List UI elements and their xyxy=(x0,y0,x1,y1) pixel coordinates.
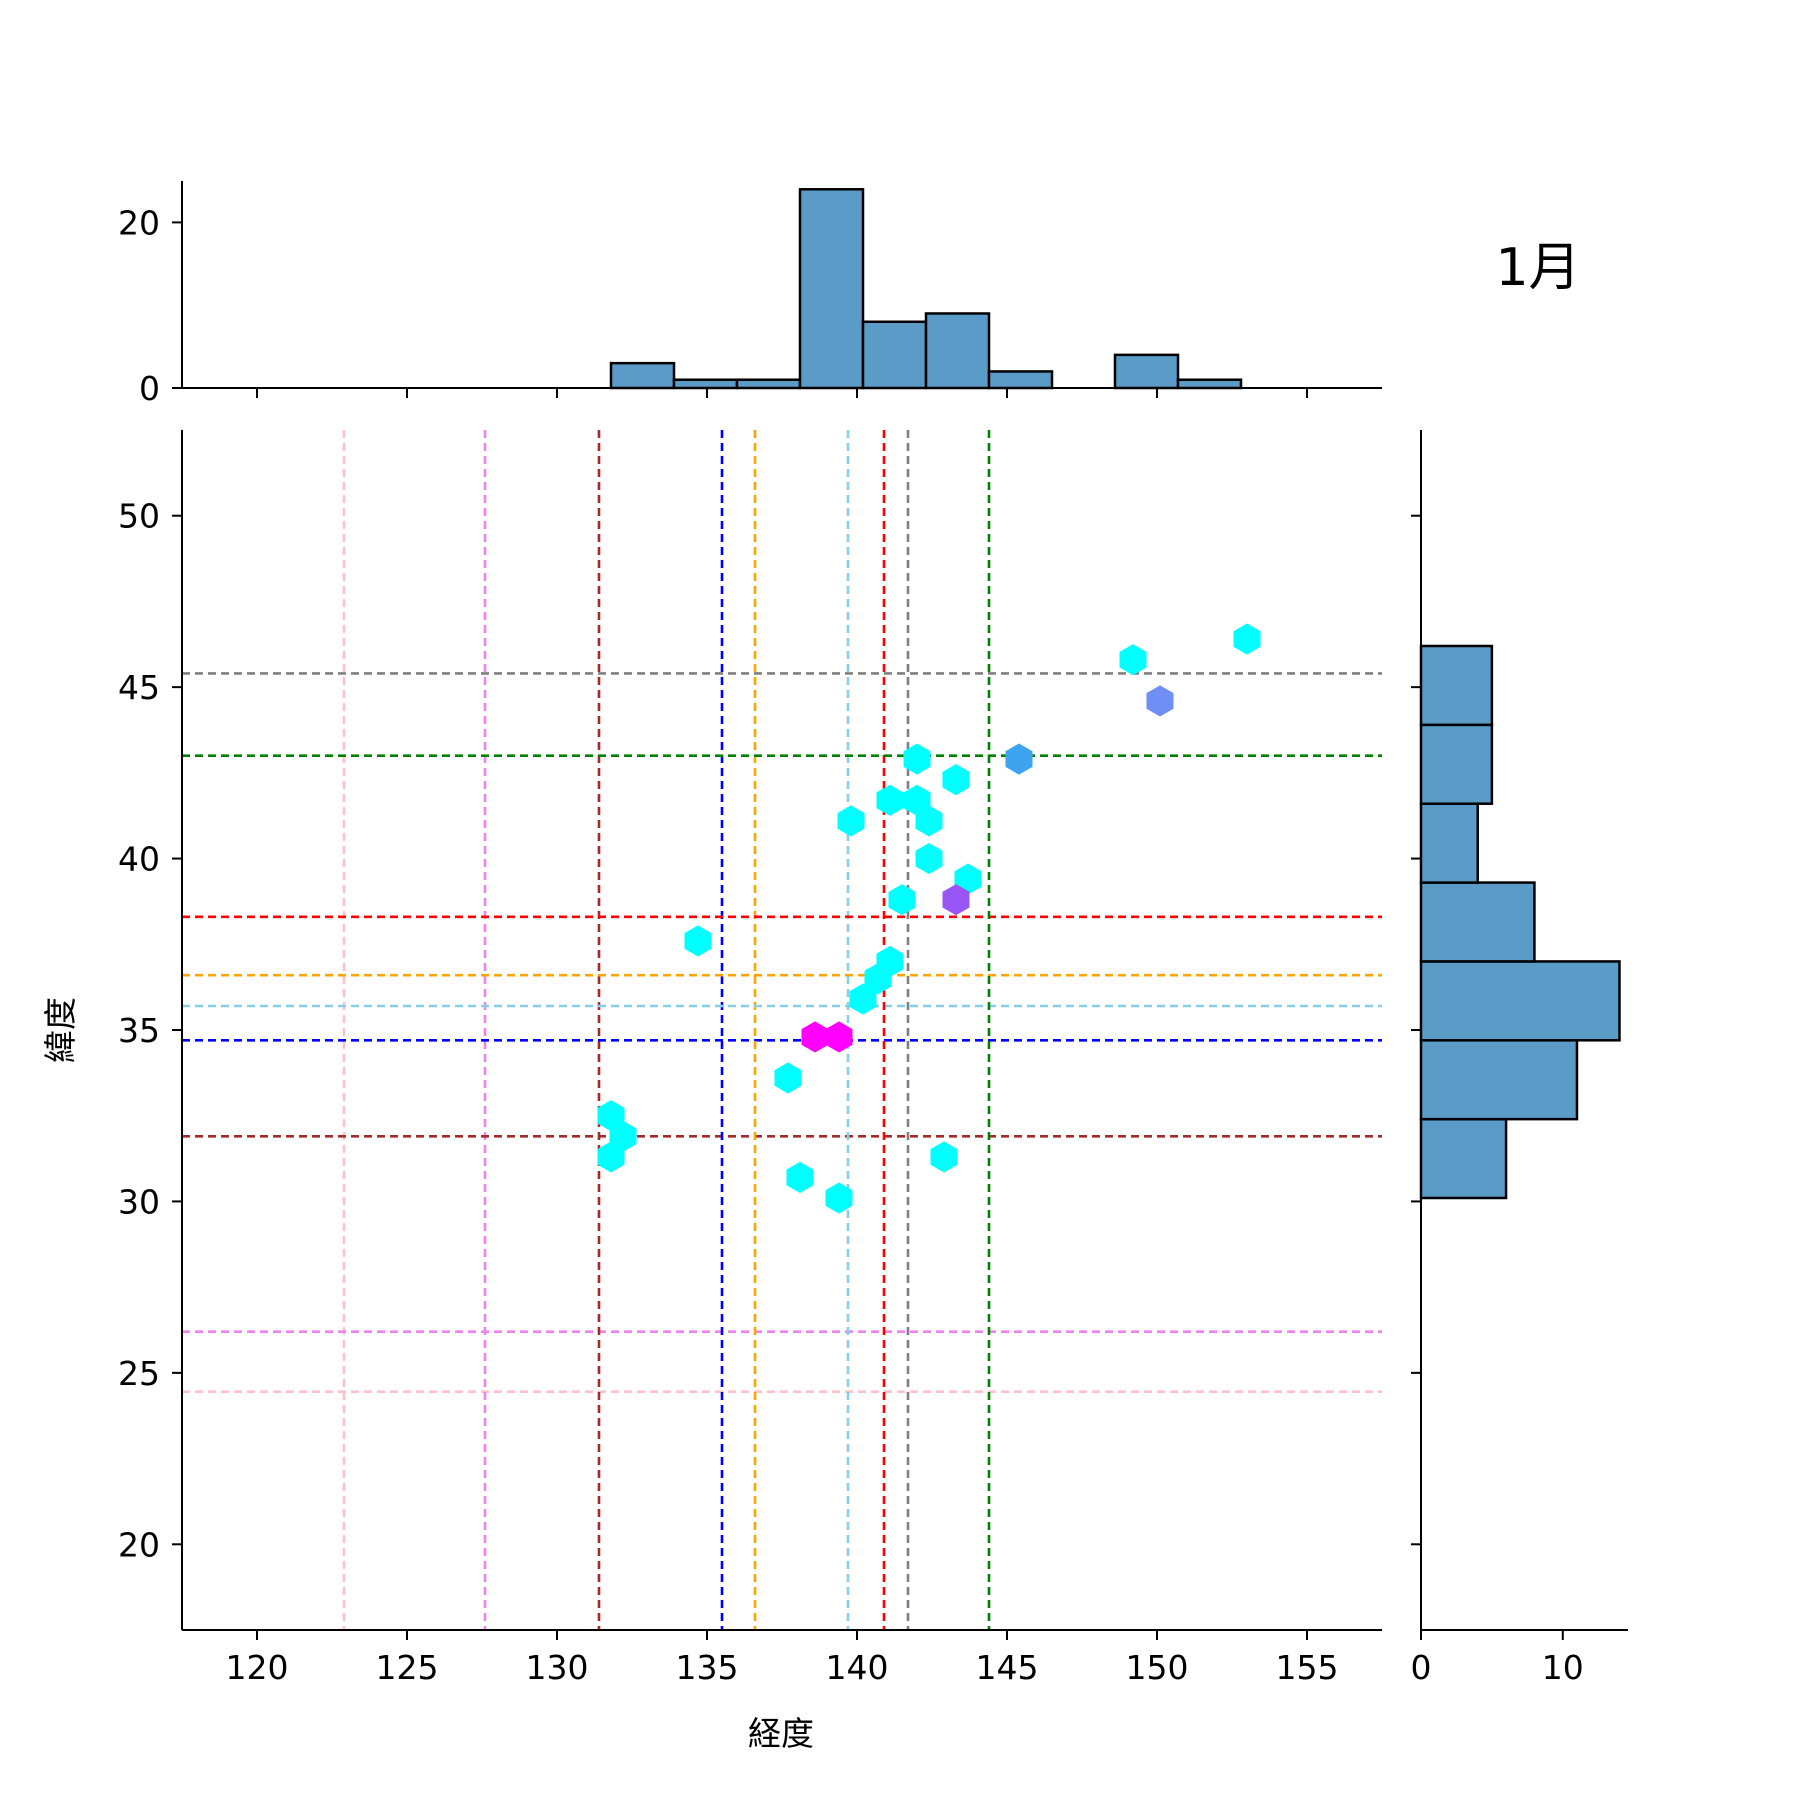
marginal-x-bar xyxy=(924,312,991,390)
joint-axes: 120 125 130 135 140 145 150 155 20 25 30 35 40 45 50 xyxy=(118,430,1382,1687)
x-tick-label: 125 xyxy=(376,1648,439,1687)
hexbin-cell xyxy=(684,925,712,957)
hexbin-cell xyxy=(1119,644,1147,676)
hexbin-cell xyxy=(1146,685,1174,717)
marginal-x-bar xyxy=(735,378,802,390)
hexbin-cell xyxy=(888,884,916,916)
y-tick-label: 20 xyxy=(118,1525,160,1564)
marginal-x-ytick-label: 20 xyxy=(118,203,160,242)
hexbin-cell xyxy=(597,1141,625,1173)
y-tick-label: 35 xyxy=(118,1011,160,1050)
hexbin-cell xyxy=(825,1021,853,1053)
marginal-x-bar xyxy=(609,361,676,390)
marginal-y-bar xyxy=(1419,644,1494,727)
marginal-x-bar xyxy=(672,378,739,390)
marginal-y-bar xyxy=(1419,881,1536,963)
hexbin-cell xyxy=(786,1161,814,1193)
y-tick-label: 45 xyxy=(118,668,160,707)
hexbin-cell xyxy=(930,1141,958,1173)
marginal-x-bar xyxy=(1113,353,1180,390)
marginal-x-bar xyxy=(798,188,865,390)
x-axis-label: 経度 xyxy=(748,1714,814,1753)
hexbin-cell xyxy=(915,805,943,837)
hexbin-cell xyxy=(942,764,970,796)
marginal-histogram-y: 0 10 xyxy=(1411,430,1628,1687)
marginal-x-bar xyxy=(861,320,928,390)
marginal-x-ytick-label: 0 xyxy=(139,369,160,408)
month-annotation: 1月 xyxy=(1495,238,1580,298)
marginal-y-xtick-label: 0 xyxy=(1411,1648,1432,1687)
hexbin-cell xyxy=(837,805,865,837)
y-axis-label: 緯度 xyxy=(41,997,80,1063)
hexbin-cell xyxy=(903,743,931,775)
hexbin-cell xyxy=(1233,623,1261,655)
x-tick-label: 130 xyxy=(526,1648,589,1687)
marginal-y-bar xyxy=(1419,960,1621,1042)
x-tick-label: 135 xyxy=(676,1648,739,1687)
y-tick-label: 30 xyxy=(118,1182,160,1221)
joint-hexbin-plot: 120 125 130 135 140 145 150 155 20 25 30 35 40 45 50 xyxy=(118,430,1382,1687)
hexbin-cell xyxy=(876,784,904,816)
marginal-x-bar xyxy=(987,370,1054,390)
x-tick-label: 140 xyxy=(826,1648,889,1687)
x-tick-label: 145 xyxy=(976,1648,1039,1687)
x-tick-label: 120 xyxy=(226,1648,289,1687)
marginal-y-bar xyxy=(1419,1117,1508,1200)
y-tick-label: 40 xyxy=(118,840,160,879)
hexbin-cells xyxy=(597,623,1261,1214)
x-tick-label: 150 xyxy=(1126,1648,1189,1687)
y-tick-label: 25 xyxy=(118,1354,160,1393)
marginal-y-bar xyxy=(1419,802,1479,884)
marginal-histogram-x: 0 20 xyxy=(118,181,1382,408)
y-tick-label: 50 xyxy=(118,497,160,536)
hexbin-cell xyxy=(774,1062,802,1094)
x-tick-label: 155 xyxy=(1276,1648,1339,1687)
marginal-y-bar xyxy=(1419,1039,1579,1121)
marginal-y-bar xyxy=(1419,723,1494,805)
marginal-x-bar xyxy=(1176,378,1243,390)
hexbin-cell xyxy=(876,945,904,977)
hexbin-cell xyxy=(825,1182,853,1214)
marginal-y-xtick-label: 10 xyxy=(1542,1648,1584,1687)
reference-lines xyxy=(182,430,1382,1630)
hexbin-cell xyxy=(1005,743,1033,775)
hexbin-cell xyxy=(942,884,970,916)
hexbin-cell xyxy=(801,1021,829,1053)
hexbin-cell xyxy=(915,843,943,875)
